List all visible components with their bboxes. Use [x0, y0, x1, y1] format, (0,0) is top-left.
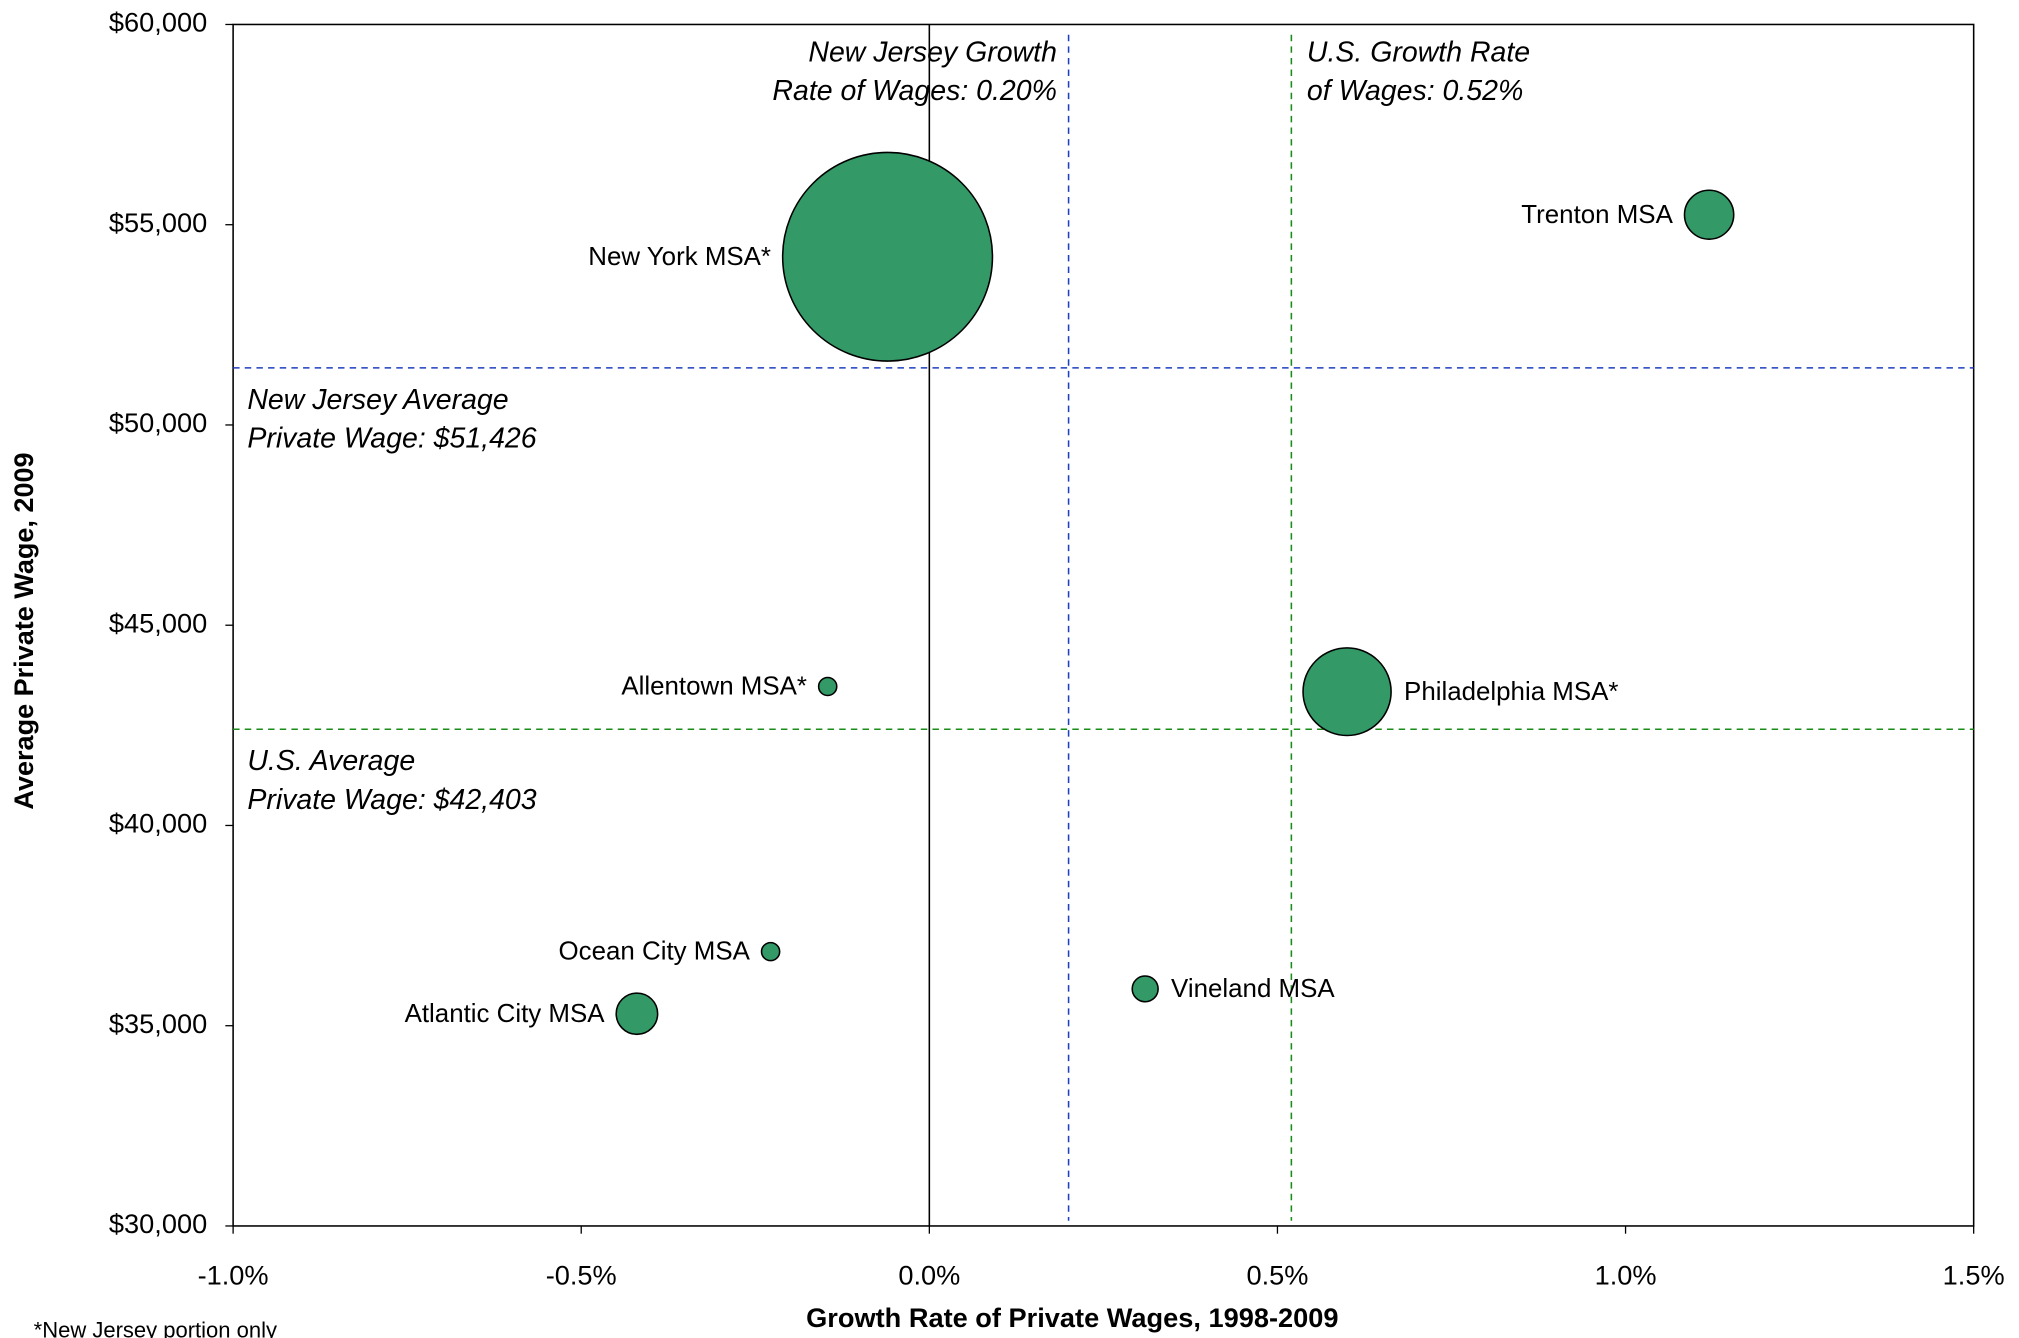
bubble	[1302, 647, 1392, 737]
bubble-label: Trenton MSA	[1521, 201, 1673, 229]
y-tick-label: $40,000	[109, 808, 207, 839]
y-tick-label: $35,000	[109, 1008, 207, 1039]
x-tick-label: 1.5%	[1943, 1260, 2005, 1291]
reference-label: Private Wage: $42,403	[247, 784, 536, 816]
x-tick-label: -1.0%	[198, 1260, 269, 1291]
bubble	[615, 992, 659, 1036]
reference-label: New Jersey Growth	[808, 37, 1057, 69]
bubble	[781, 151, 994, 362]
reference-label: Rate of Wages: 0.20%	[772, 75, 1057, 107]
bubble-label: New York MSA*	[588, 243, 771, 271]
reference-label: New Jersey Average	[247, 384, 508, 416]
x-axis-title: Growth Rate of Private Wages, 1998-2009	[806, 1302, 1338, 1333]
y-tick-label: $45,000	[109, 607, 207, 638]
x-tick-label: 0.5%	[1246, 1260, 1308, 1291]
bubble	[1683, 189, 1735, 240]
y-tick-label: $60,000	[109, 7, 207, 38]
footnote: *New Jersey portion only	[34, 1317, 277, 1338]
reference-label: of Wages: 0.52%	[1307, 75, 1523, 107]
y-tick-label: $55,000	[109, 207, 207, 238]
y-tick-label: $30,000	[109, 1208, 207, 1239]
bubble-label: Philadelphia MSA*	[1404, 678, 1618, 706]
reference-label: U.S. Average	[247, 745, 415, 777]
reference-label: U.S. Growth Rate	[1307, 37, 1530, 69]
x-tick-label: 0.0%	[898, 1260, 960, 1291]
y-tick-label: $50,000	[109, 407, 207, 438]
bubble-label: Allentown MSA*	[621, 673, 807, 701]
bubble-label: Vineland MSA	[1171, 975, 1335, 1003]
x-tick-label: -0.5%	[546, 1260, 617, 1291]
bubble-label: Ocean City MSA	[559, 938, 751, 966]
bubble	[1131, 975, 1159, 1003]
y-axis-title: Average Private Wage, 2009	[8, 452, 39, 809]
reference-label: Private Wage: $51,426	[247, 423, 536, 455]
bubble	[760, 941, 781, 962]
bubble-label: Atlantic City MSA	[405, 1000, 606, 1028]
x-tick-label: 1.0%	[1595, 1260, 1657, 1291]
bubble	[817, 676, 838, 697]
